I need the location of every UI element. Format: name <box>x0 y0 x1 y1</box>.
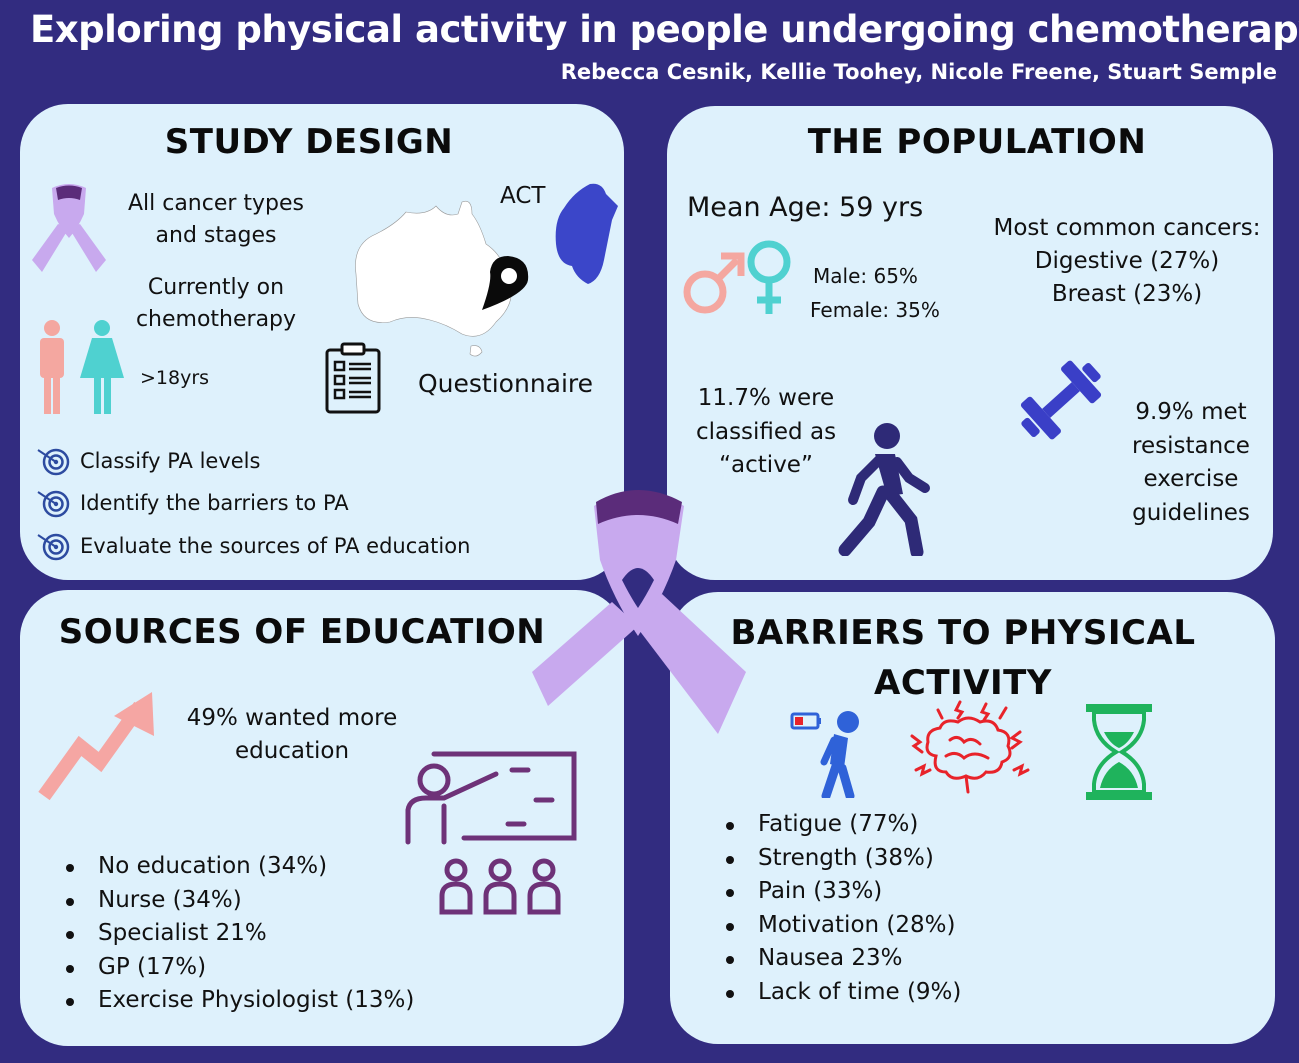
aim-text: Identify the barriers to PA <box>80 491 349 515</box>
list-item: Strength (38%) <box>722 842 961 876</box>
aim-item: Identify the barriers to PA <box>36 488 349 518</box>
cancer-breast: Breast (23%) <box>1051 281 1203 307</box>
study-design-title: STUDY DESIGN <box>164 122 454 162</box>
list-item: Nurse (34%) <box>62 884 414 918</box>
aim-item: Classify PA levels <box>36 446 260 476</box>
male-pct: Male: 65% <box>813 264 918 288</box>
list-item: Exercise Physiologist (13%) <box>62 984 414 1018</box>
wanted-education: 49% wanted more education <box>186 705 398 764</box>
list-item: No education (34%) <box>62 850 414 884</box>
region-label: ACT <box>500 183 546 209</box>
mean-age: Mean Age: 59 yrs <box>687 192 924 223</box>
list-item: Fatigue (77%) <box>722 808 961 842</box>
list-item: Nausea 23% <box>722 942 961 976</box>
education-panel: SOURCES OF EDUCATION 49% wanted more edu… <box>20 590 624 1046</box>
barriers-title: BARRIERS TO PHYSICAL ACTIVITY <box>730 613 1196 703</box>
female-pct: Female: 35% <box>810 298 940 322</box>
aim-text: Evaluate the sources of PA education <box>80 534 471 558</box>
education-sources-list: No education (34%) Nurse (34%) Specialis… <box>62 850 414 1018</box>
barriers-panel: BARRIERS TO PHYSICAL ACTIVITY <box>670 592 1275 1044</box>
target-icon <box>37 490 70 518</box>
ribbon-icon <box>532 490 746 734</box>
active-stat: 11.7% were classified as “active” <box>695 385 837 478</box>
poster-title: Exploring physical activity in people un… <box>30 8 1299 51</box>
target-icon <box>37 448 70 476</box>
barriers-list: Fatigue (77%) Strength (38%) Pain (33%) … <box>722 808 961 1009</box>
australia-map-icon <box>355 200 512 357</box>
fatigue-icon <box>790 711 859 798</box>
dumbbell-icon <box>1020 360 1102 440</box>
growth-arrow-icon <box>38 692 154 801</box>
cancer-types-text: All cancer types and stages <box>127 191 305 248</box>
aim-item: Evaluate the sources of PA education <box>36 531 470 561</box>
method-text: Questionnaire <box>418 369 594 398</box>
target-icon <box>37 533 70 561</box>
authors: Rebecca Cesnik, Kellie Toohey, Nicole Fr… <box>560 60 1277 84</box>
education-title: SOURCES OF EDUCATION <box>58 612 546 652</box>
list-item: GP (17%) <box>62 951 414 985</box>
resistance-stat: 9.9% met resistance exercise guidelines <box>1132 399 1250 526</box>
teacher-icon <box>405 751 577 915</box>
clipboard-icon <box>325 342 381 414</box>
person-icon <box>40 320 124 414</box>
population-panel: THE POPULATION Mean Age: 59 yrs Male: 65… <box>667 106 1273 580</box>
ribbon-icon <box>32 184 106 272</box>
headache-brain-icon <box>910 700 1030 794</box>
aim-text: Classify PA levels <box>80 449 261 473</box>
gender-icon <box>683 240 791 314</box>
common-cancers-heading: Most common cancers: <box>993 215 1261 241</box>
list-item: Motivation (28%) <box>722 909 961 943</box>
act-map-icon <box>555 183 618 284</box>
list-item: Specialist 21% <box>62 917 414 951</box>
age-criteria: >18yrs <box>140 367 210 389</box>
list-item: Lack of time (9%) <box>722 976 961 1010</box>
walking-person-icon <box>838 423 930 556</box>
chemo-text: Currently on chemotherapy <box>135 275 297 332</box>
population-title: THE POPULATION <box>807 122 1147 162</box>
hourglass-icon <box>1086 704 1152 800</box>
location-pin-icon <box>482 256 529 310</box>
study-design-panel: STUDY DESIGN All cancer types and stages… <box>20 104 624 580</box>
cancer-digestive: Digestive (27%) <box>1034 248 1220 274</box>
list-item: Pain (33%) <box>722 875 961 909</box>
